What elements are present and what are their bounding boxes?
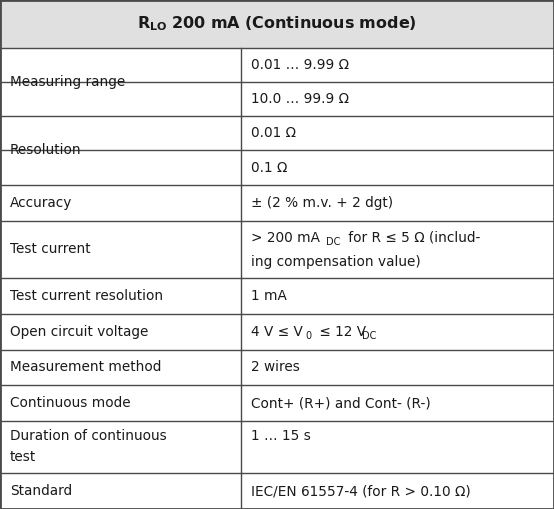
Text: DC: DC [326,237,340,247]
Text: test: test [10,449,36,464]
Text: Open circuit voltage: Open circuit voltage [10,325,148,338]
Polygon shape [0,82,554,116]
Text: Test current resolution: Test current resolution [10,289,163,303]
Text: IEC/EN 61557-4 (for R > 0.10 Ω): IEC/EN 61557-4 (for R > 0.10 Ω) [251,484,471,498]
Text: Measurement method: Measurement method [10,360,161,375]
Polygon shape [0,47,554,82]
Text: Duration of continuous: Duration of continuous [10,429,167,443]
Polygon shape [0,151,554,185]
Text: 0: 0 [305,331,311,341]
Polygon shape [0,185,554,221]
Polygon shape [0,221,554,278]
Polygon shape [0,314,554,350]
Text: ≤ 12 V: ≤ 12 V [315,325,366,338]
Text: 0.1 Ω: 0.1 Ω [251,161,288,175]
Text: ± (2 % m.v. + 2 dgt): ± (2 % m.v. + 2 dgt) [251,196,393,210]
Text: Continuous mode: Continuous mode [10,397,131,410]
Text: 10.0 … 99.9 Ω: 10.0 … 99.9 Ω [251,92,349,106]
Polygon shape [0,116,554,151]
Polygon shape [0,421,554,473]
Text: for R ≤ 5 Ω (includ-: for R ≤ 5 Ω (includ- [344,231,480,245]
Polygon shape [1,150,240,152]
Text: Accuracy: Accuracy [10,196,73,210]
Polygon shape [0,278,554,314]
Text: > 200 mA: > 200 mA [251,231,320,245]
Text: 2 wires: 2 wires [251,360,300,375]
Text: Standard: Standard [10,484,72,498]
Text: DC: DC [362,331,377,341]
Text: 0.01 Ω: 0.01 Ω [251,126,296,140]
Text: ing compensation value): ing compensation value) [251,255,420,269]
Polygon shape [0,385,554,421]
Text: 1 mA: 1 mA [251,289,287,303]
Polygon shape [0,473,554,509]
Polygon shape [0,350,554,385]
Text: Measuring range: Measuring range [10,75,125,89]
Text: $\mathbf{R_{LO}}$ $\mathbf{200\ mA\ (Continuous\ mode)}$: $\mathbf{R_{LO}}$ $\mathbf{200\ mA\ (Con… [137,14,417,33]
Text: Test current: Test current [10,242,91,256]
Text: Cont+ (R+) and Cont- (R-): Cont+ (R+) and Cont- (R-) [251,397,430,410]
Text: Resolution: Resolution [10,144,81,157]
Polygon shape [1,81,240,83]
Text: 1 … 15 s: 1 … 15 s [251,429,311,443]
Polygon shape [0,0,554,47]
Text: 4 V ≤ V: 4 V ≤ V [251,325,303,338]
Text: 0.01 … 9.99 Ω: 0.01 … 9.99 Ω [251,58,349,72]
